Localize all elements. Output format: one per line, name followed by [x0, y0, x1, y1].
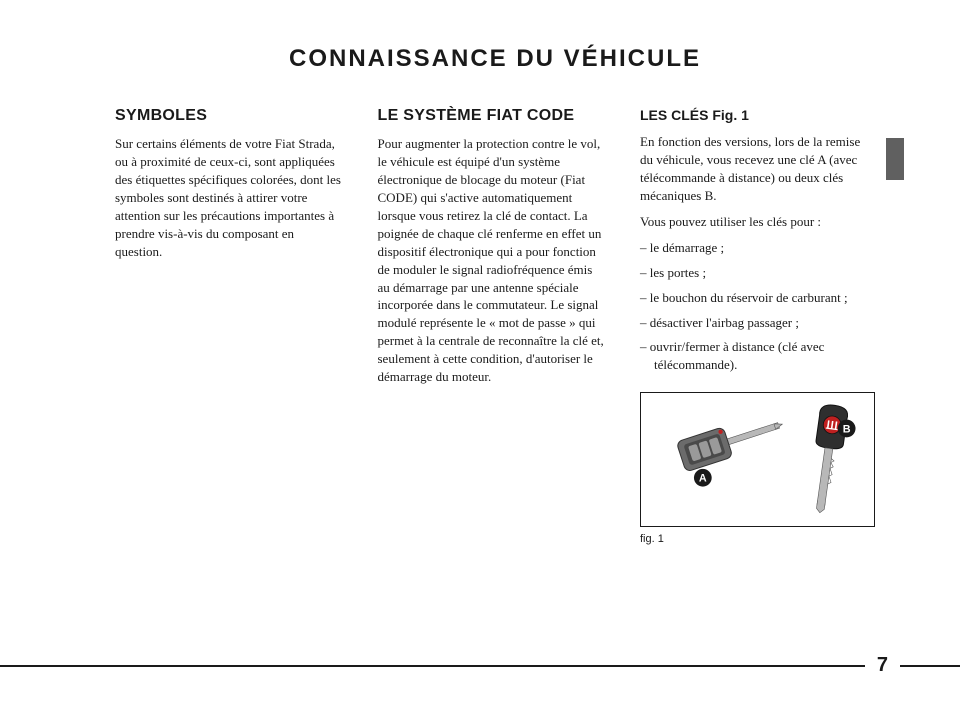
list-item: désactiver l'airbag passager ;	[640, 314, 875, 332]
heading-symboles: SYMBOLES	[115, 107, 344, 125]
cles-p2: Vous pouvez utiliser les clés pour :	[640, 213, 875, 231]
heading-cles: LES CLÉS Fig. 1	[640, 107, 875, 123]
body-fiat-code: Pour augmenter la protection contre le v…	[378, 135, 607, 386]
column-cles: LES CLÉS Fig. 1 En fonction des versions…	[640, 107, 875, 545]
list-item: les portes ;	[640, 264, 875, 282]
page-footer: 7	[0, 654, 960, 677]
column-symboles: SYMBOLES Sur certains éléments de votre …	[115, 107, 344, 545]
figure-caption: fig. 1	[640, 533, 875, 545]
heading-fiat-code: LE SYSTÈME FIAT CODE	[378, 107, 607, 125]
content-columns: SYMBOLES Sur certains éléments de votre …	[115, 107, 875, 545]
cles-p1: En fonction des versions, lors de la rem…	[640, 133, 875, 205]
footer-line-left	[0, 665, 865, 667]
svg-text:A: A	[699, 473, 707, 485]
cles-list: le démarrage ; les portes ; le bouchon d…	[640, 239, 875, 375]
list-item: le démarrage ;	[640, 239, 875, 257]
body-symboles: Sur certains éléments de votre Fiat Stra…	[115, 135, 344, 261]
page-number: 7	[865, 654, 900, 677]
footer-line-right	[900, 665, 960, 667]
svg-text:B: B	[843, 424, 851, 436]
key-illustration: A B	[641, 393, 874, 526]
column-fiat-code: LE SYSTÈME FIAT CODE Pour augmenter la p…	[378, 107, 607, 545]
list-item: ouvrir/fermer à distance (clé avec téléc…	[640, 338, 875, 374]
figure-1: F0X001m	[640, 392, 875, 527]
badge-b-icon: B	[838, 420, 856, 438]
badge-a-icon: A	[694, 469, 712, 487]
page-title: CONNAISSANCE DU VÉHICULE	[115, 45, 875, 73]
page: CONNAISSANCE DU VÉHICULE SYMBOLES Sur ce…	[0, 0, 960, 709]
section-tab	[886, 138, 904, 180]
list-item: le bouchon du réservoir de carburant ;	[640, 289, 875, 307]
